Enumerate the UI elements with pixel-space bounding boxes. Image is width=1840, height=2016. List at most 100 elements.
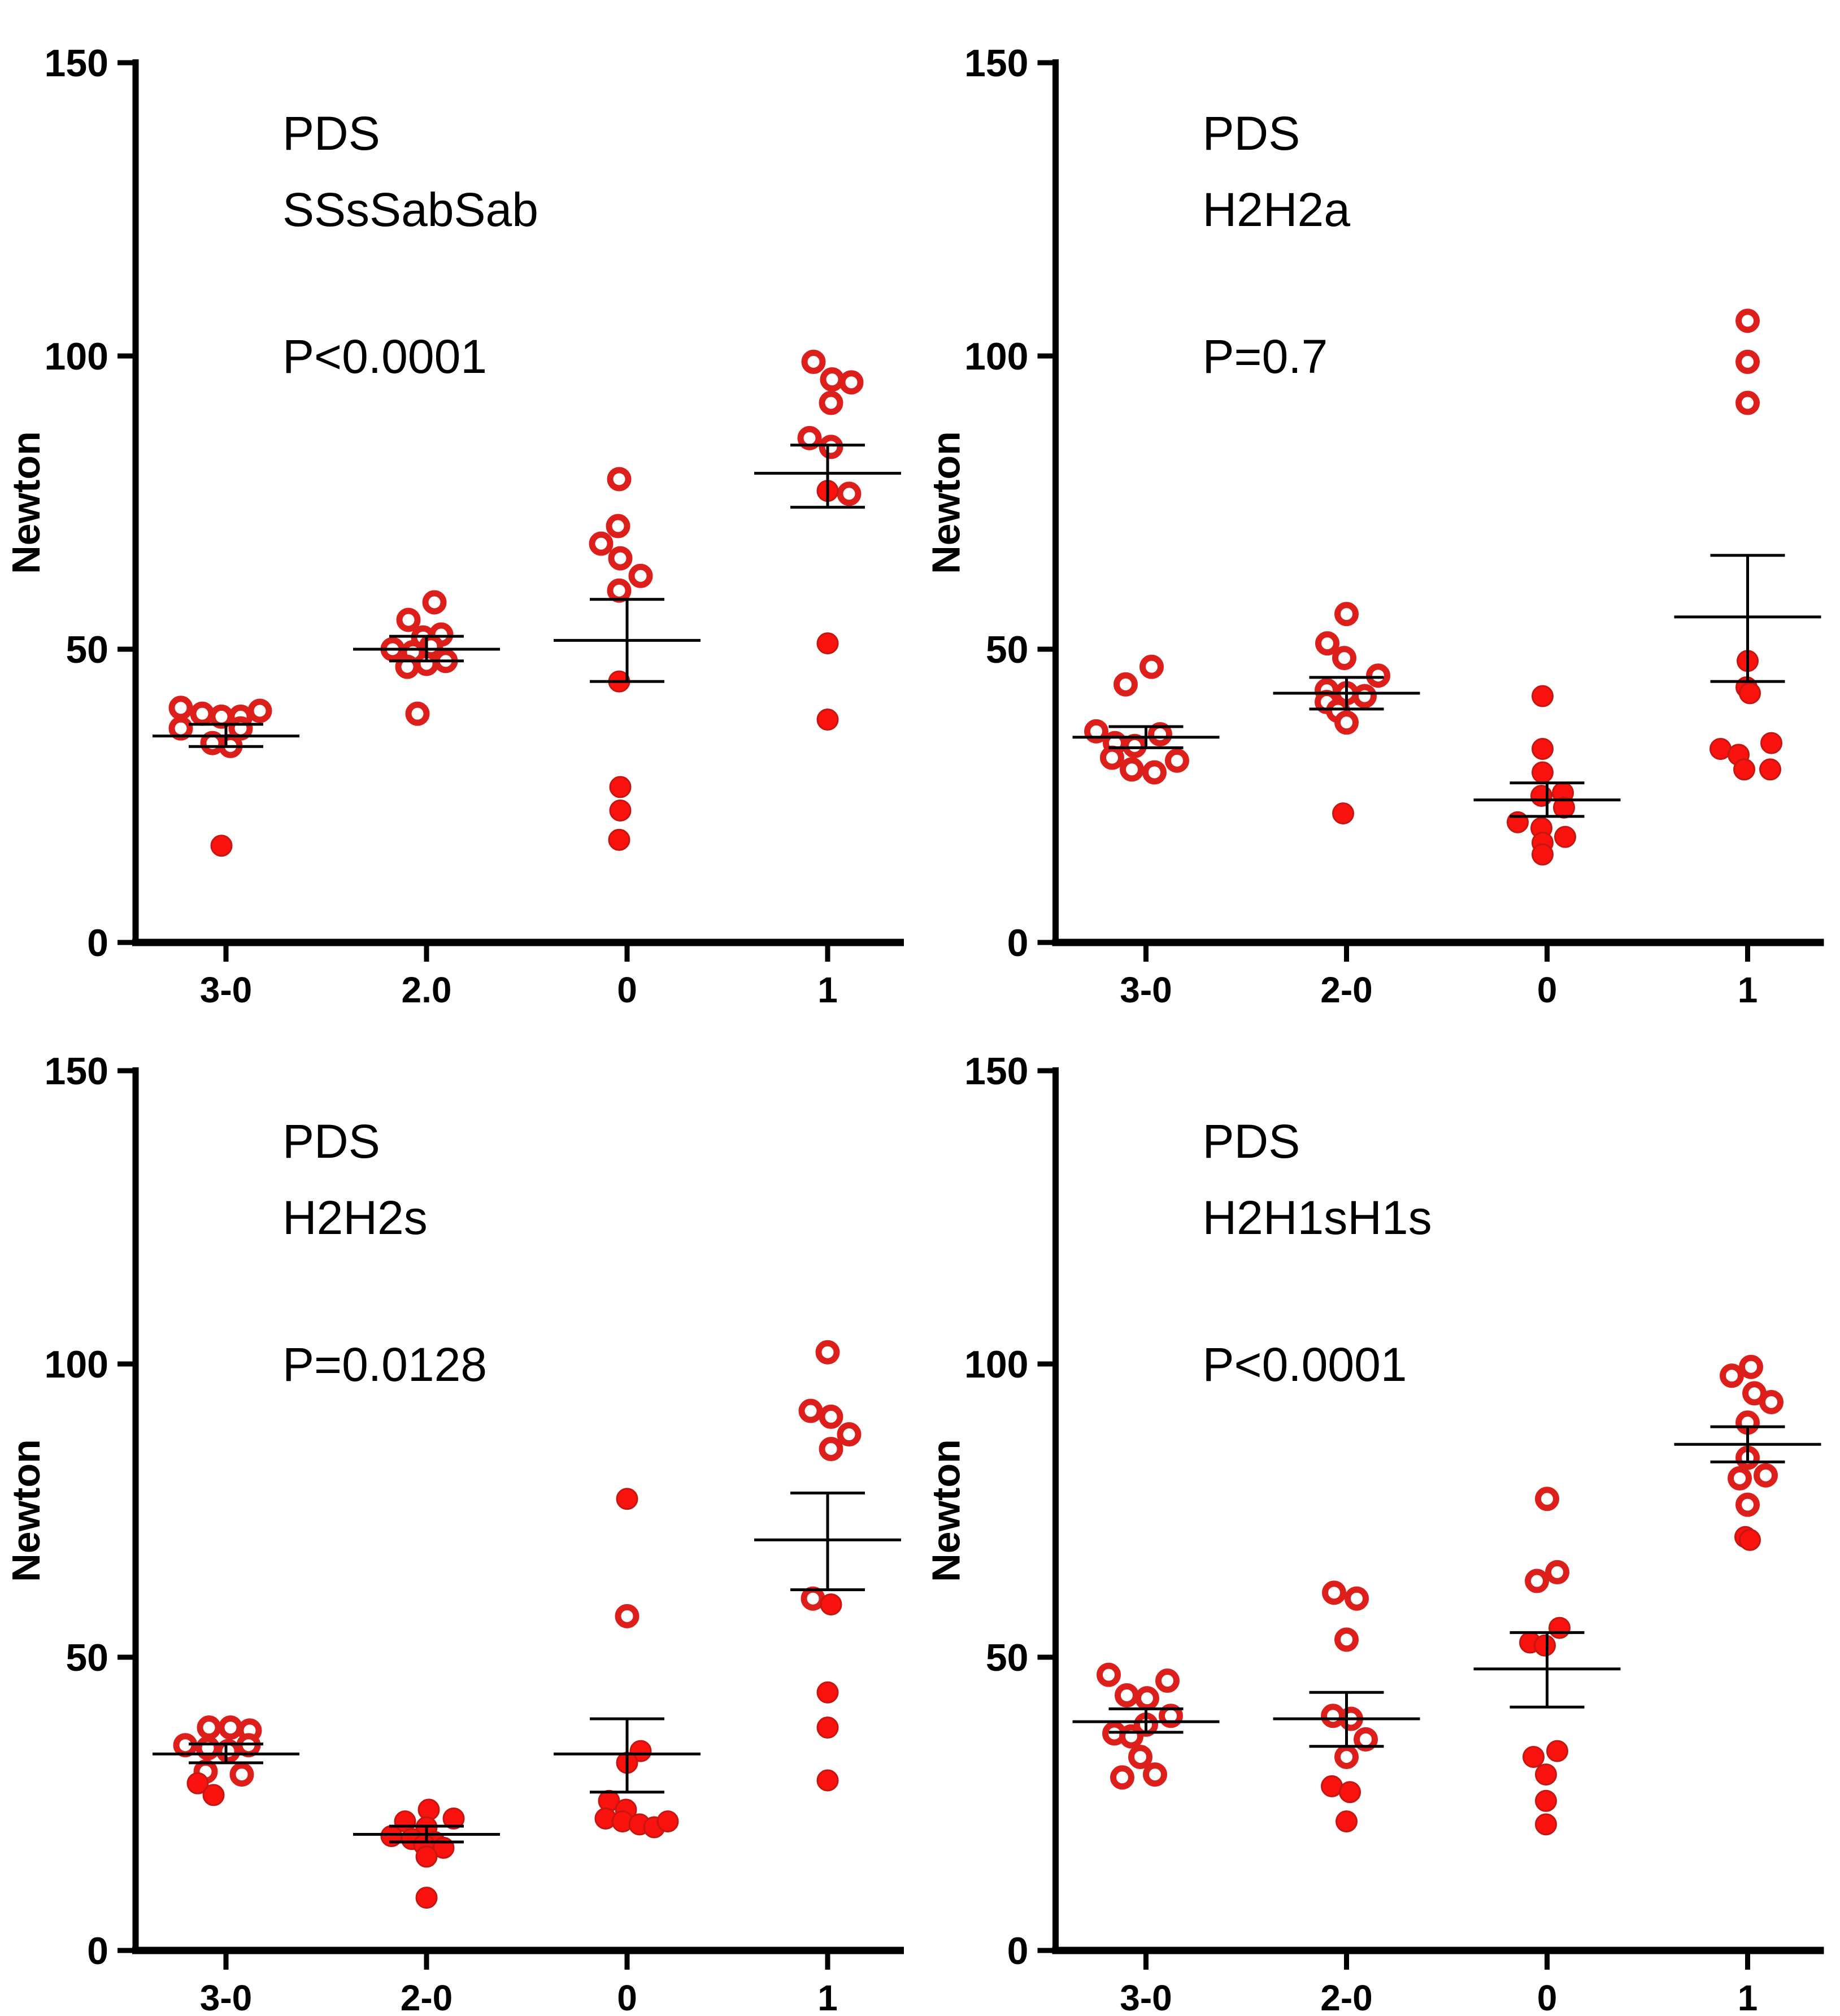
y-tick-label: 0: [87, 922, 108, 964]
data-point-open: [1322, 1580, 1346, 1605]
data-point-open: [819, 1404, 843, 1429]
data-point-open: [1165, 748, 1189, 773]
data-point-open: [819, 390, 843, 415]
data-point-open: [1754, 1463, 1778, 1488]
data-point-open: [819, 435, 843, 459]
y-tick-label: 100: [964, 335, 1028, 378]
data-point-open: [801, 1586, 825, 1611]
data-point-open: [1354, 1727, 1378, 1752]
panel-subtitle: H2H2a: [1203, 183, 1351, 236]
x-tick-label: 1: [1738, 1978, 1758, 2016]
data-point-filled: [1535, 1813, 1557, 1836]
data-point-open: [1143, 1762, 1167, 1787]
data-point-open: [197, 1715, 221, 1740]
data-point-open: [801, 349, 826, 374]
x-tick-label: 3-0: [200, 1978, 253, 2016]
data-point-filled: [415, 1845, 438, 1868]
x-tick-label: 2-0: [401, 1978, 453, 2016]
data-point-open: [405, 701, 430, 726]
data-point-open: [615, 1604, 640, 1628]
data-point-filled: [609, 799, 632, 822]
y-tick-label: 100: [45, 335, 108, 378]
data-point-open: [1115, 1683, 1139, 1707]
p-value-label: P<0.0001: [1203, 1338, 1407, 1391]
data-point-filled: [1332, 802, 1354, 825]
data-point-open: [1366, 663, 1390, 688]
data-point-open: [218, 1715, 243, 1740]
data-point-open: [1334, 710, 1359, 735]
y-axis-label: Newton: [924, 431, 968, 574]
panel-title: PDS: [282, 1115, 380, 1168]
data-point-open: [1735, 349, 1760, 374]
data-point-open: [1155, 1669, 1180, 1693]
data-point-open: [247, 698, 272, 723]
data-point-open: [1135, 1686, 1159, 1711]
y-tick-label: 100: [45, 1343, 108, 1386]
data-point-filled: [1532, 761, 1554, 784]
data-point-open: [216, 1739, 241, 1763]
p-value-label: P<0.0001: [282, 330, 487, 383]
data-point-filled: [816, 1717, 839, 1739]
data-point-open: [837, 1422, 862, 1447]
data-point-open: [1334, 1744, 1359, 1769]
data-point-open: [396, 607, 421, 632]
data-point-filled: [656, 1810, 679, 1833]
data-point-open: [820, 367, 845, 392]
data-point-open: [837, 481, 862, 506]
panel-title: PDS: [1203, 107, 1300, 160]
data-point-open: [1139, 654, 1164, 679]
data-point-open: [1535, 1487, 1559, 1511]
data-point-open: [1315, 631, 1339, 656]
data-point-open: [1352, 684, 1377, 709]
data-point-open: [1759, 1389, 1784, 1414]
data-point-filled: [1336, 1810, 1358, 1833]
data-point-filled: [1709, 737, 1732, 760]
panel-pds-ssssabsab: 0 50 100 150 Newton 3-0 2.0 0 1 PDS SSsSabSab P<0.0…: [0, 0, 920, 1008]
data-point-filled: [1548, 1617, 1571, 1639]
data-point-filled: [1733, 758, 1755, 781]
data-point-open: [1332, 646, 1356, 671]
data-point-open: [1148, 722, 1172, 747]
y-axis-label: Newton: [924, 1439, 968, 1582]
data-point-open: [1739, 1354, 1763, 1379]
data-point-open: [1735, 309, 1760, 333]
data-point-filled: [1523, 1745, 1545, 1768]
x-tick-label: 2.0: [402, 970, 452, 1008]
data-point-filled: [210, 835, 233, 857]
y-tick-label: 0: [1007, 1930, 1029, 1972]
p-value-label: P=0.7: [1203, 330, 1328, 383]
data-point-filled: [609, 776, 632, 798]
data-point-open: [1735, 1492, 1760, 1517]
data-point-open: [589, 531, 614, 556]
data-point-filled: [1532, 843, 1554, 866]
x-tick-label: 3-0: [1120, 1978, 1172, 2016]
data-point-open: [1334, 1627, 1359, 1652]
data-point-open: [1113, 672, 1138, 697]
data-point-open: [798, 1398, 823, 1423]
panel-pds-h2h1sh1s: 0 50 100 150 Newton 3-0 2-0 0 1 PDS H2H1sH1s P<0.00…: [920, 1008, 1840, 2016]
data-point-filled: [1760, 732, 1782, 754]
panel-pds-h2h2s: 0 50 100 150 Newton 3-0 2-0 0 1 PDS H2H2s P=0.0128: [0, 1008, 920, 2016]
data-point-filled: [1534, 1634, 1556, 1657]
x-tick-label: 1: [817, 1978, 838, 2016]
panel-subtitle: H2H1sH1s: [1203, 1191, 1432, 1244]
data-point-open: [1100, 745, 1124, 770]
x-tick-label: 1: [817, 970, 838, 1008]
data-point-open: [422, 590, 447, 615]
data-point-filled: [1530, 785, 1552, 807]
data-point-open: [1119, 1724, 1143, 1749]
data-point-filled: [1321, 1775, 1343, 1797]
data-point-open: [190, 701, 215, 726]
data-point-open: [607, 578, 632, 603]
data-point-filled: [415, 1887, 438, 1909]
data-point-open: [1720, 1363, 1744, 1388]
data-point-open: [1345, 1586, 1369, 1611]
data-point-filled: [1532, 685, 1554, 707]
data-point-open: [628, 563, 653, 588]
data-point-open: [168, 716, 193, 741]
x-tick-label: 0: [1537, 1978, 1558, 2016]
data-point-open: [607, 467, 632, 492]
data-point-open: [1110, 1765, 1134, 1790]
x-tick-label: 2-0: [1320, 970, 1373, 1008]
data-point-open: [1334, 602, 1359, 627]
